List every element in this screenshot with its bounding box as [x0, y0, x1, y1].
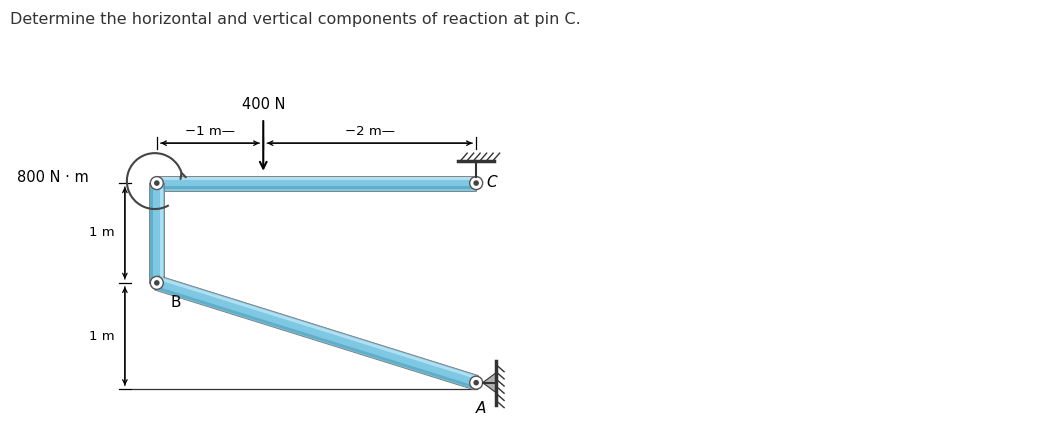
Polygon shape — [160, 183, 164, 283]
Polygon shape — [157, 177, 476, 180]
Polygon shape — [482, 373, 496, 392]
Polygon shape — [151, 183, 153, 283]
Polygon shape — [157, 176, 476, 191]
Polygon shape — [155, 276, 478, 390]
Polygon shape — [155, 286, 475, 389]
Circle shape — [154, 280, 159, 286]
Text: −1 m—: −1 m— — [185, 125, 235, 138]
Text: −2 m—: −2 m— — [345, 125, 395, 138]
Circle shape — [474, 380, 479, 385]
Polygon shape — [157, 187, 476, 189]
Circle shape — [154, 180, 159, 186]
Circle shape — [150, 276, 164, 290]
Text: Determine the horizontal and vertical components of reaction at pin C.: Determine the horizontal and vertical co… — [11, 12, 581, 28]
Polygon shape — [158, 277, 478, 379]
Polygon shape — [150, 183, 165, 283]
Circle shape — [469, 376, 482, 389]
Text: 1 m: 1 m — [90, 226, 115, 240]
Text: 1 m: 1 m — [90, 330, 115, 343]
Circle shape — [474, 180, 479, 186]
Text: C: C — [486, 175, 497, 190]
Text: A: A — [476, 401, 486, 416]
Text: 800 N · m: 800 N · m — [17, 170, 89, 184]
Text: 400 N: 400 N — [242, 97, 285, 112]
Circle shape — [150, 177, 164, 190]
Circle shape — [469, 177, 482, 190]
Text: B: B — [171, 295, 181, 310]
